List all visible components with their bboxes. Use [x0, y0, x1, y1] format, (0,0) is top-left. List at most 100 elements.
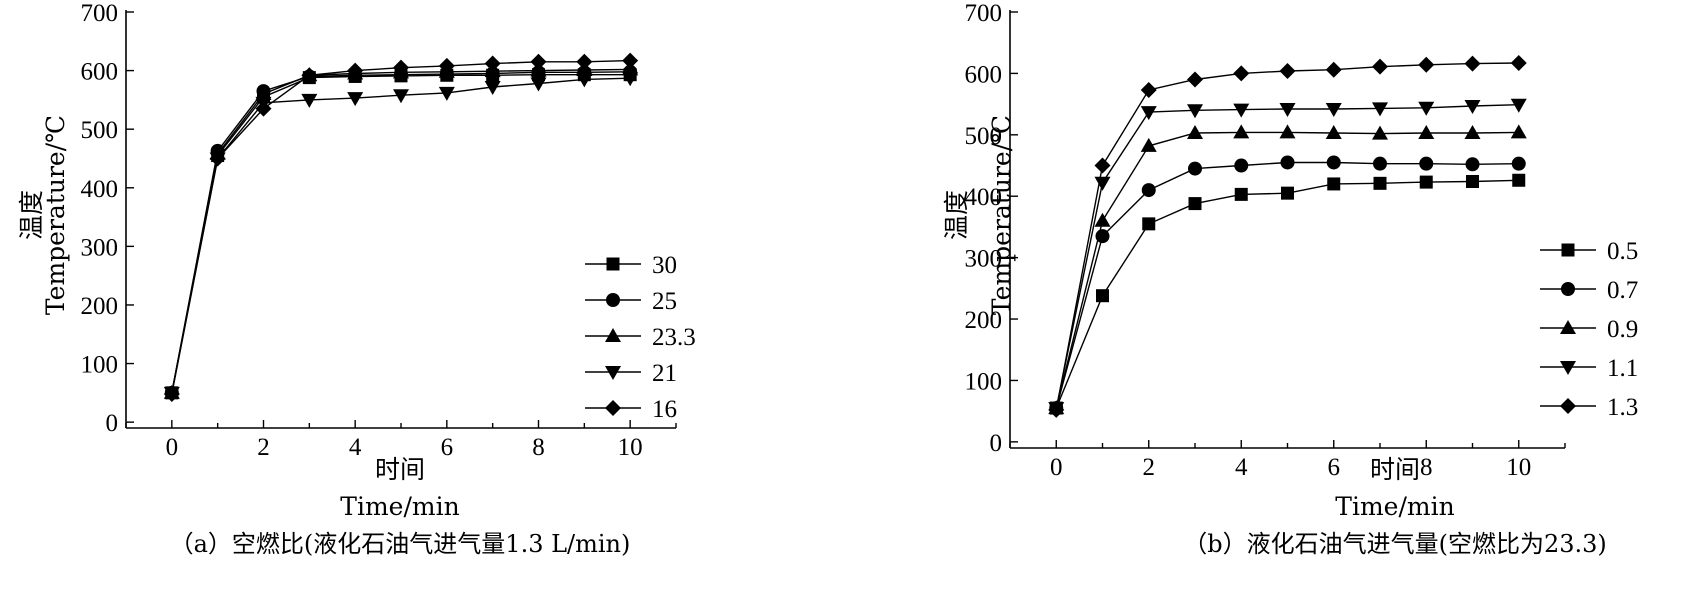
data-point	[1187, 71, 1203, 88]
legend: 30 25 23.3 21 16	[585, 252, 696, 423]
chart-panel-a: 温度 Temperature/℃ 01002003004005006007000…	[17, 0, 696, 558]
x-tick-label: 2	[257, 434, 270, 461]
y-tick-label: 100	[81, 352, 119, 379]
series-16	[163, 52, 639, 403]
legend-label: 30	[652, 252, 677, 279]
data-point	[1279, 124, 1296, 139]
caption-b: （b）液化石油气进气量(空燃比为23.3)	[1183, 530, 1607, 558]
data-point	[438, 86, 455, 101]
legend-item: 1.3	[1540, 394, 1638, 421]
series-1.1	[1048, 98, 1527, 417]
data-point	[347, 62, 364, 79]
legend-marker	[605, 400, 621, 416]
legend-label: 0.7	[1607, 277, 1638, 304]
legend-label: 16	[652, 396, 677, 423]
data-point	[1326, 155, 1341, 170]
x-axis-title-cn: 时间	[1370, 455, 1420, 484]
x-tick-label: 10	[618, 434, 643, 461]
data-point	[530, 53, 547, 70]
legend-label: 0.5	[1607, 238, 1638, 265]
data-point	[1418, 56, 1435, 73]
data-point	[347, 92, 364, 107]
data-point	[1466, 174, 1479, 188]
x-axis-title-en: Time/min	[1335, 492, 1454, 521]
data-point	[1281, 186, 1294, 200]
legend-item: 21	[585, 360, 677, 387]
data-point	[1140, 137, 1157, 152]
plot-area-b: 0 100 200 300 400 500 600 700 0 2 4 6 8 10 0.5 0.7 0.9 1.…	[965, 0, 1639, 481]
data-point	[530, 77, 547, 92]
series-line	[1055, 131, 1519, 409]
x-tick-label: 4	[1235, 454, 1248, 481]
y-tick-label: 600	[965, 61, 1003, 88]
data-point	[622, 52, 639, 69]
x-tick-label: 0	[1050, 454, 1063, 481]
data-point	[1418, 124, 1435, 139]
data-point	[1048, 401, 1065, 418]
y-axis-title-cn: 温度	[942, 190, 971, 240]
y-axis-title-cn: 温度	[17, 190, 46, 240]
series-line	[1055, 104, 1519, 409]
legend-item: 0.5	[1540, 238, 1638, 265]
y-tick-label: 300	[965, 246, 1003, 273]
series-1.3	[1048, 54, 1527, 418]
y-axis-title-en: Temperature/℃	[41, 115, 70, 315]
x-tick-label: 10	[1506, 454, 1531, 481]
legend-item: 0.7	[1540, 277, 1638, 304]
data-point	[301, 67, 318, 84]
legend-item: 25	[585, 288, 677, 315]
data-point	[393, 89, 409, 104]
legend-marker	[606, 257, 620, 271]
legend-item: 0.9	[1540, 316, 1638, 343]
data-point	[1511, 156, 1526, 171]
y-axis-title-a: 温度 Temperature/℃	[17, 115, 70, 315]
series-line	[171, 68, 631, 393]
data-point	[576, 53, 593, 70]
data-point	[1464, 55, 1481, 72]
data-point	[1096, 289, 1109, 303]
series-30	[165, 68, 637, 400]
legend-marker	[1561, 243, 1575, 257]
data-point	[209, 150, 226, 167]
legend-marker	[1560, 361, 1576, 375]
data-point	[1279, 103, 1296, 118]
legend-label: 1.3	[1607, 394, 1638, 421]
legend-label: 23.3	[652, 324, 696, 351]
data-point	[1234, 187, 1248, 201]
data-point	[1187, 124, 1203, 139]
y-tick-label: 400	[81, 176, 119, 203]
data-point	[1280, 155, 1295, 170]
data-point	[1279, 62, 1296, 79]
legend-label: 25	[652, 288, 677, 315]
y-tick-label: 200	[81, 293, 119, 320]
data-point	[1233, 124, 1250, 139]
data-point	[1188, 197, 1202, 211]
data-point	[1140, 81, 1157, 98]
series-line	[171, 71, 631, 393]
data-point	[1419, 175, 1433, 189]
data-point	[1373, 156, 1387, 171]
y-tick-label: 300	[81, 234, 119, 261]
data-point	[1464, 124, 1481, 139]
plot-area-a: 0 100 200 300 400 500 600 700 0 2 4 6 8 10 30 25 23.3 21 1…	[81, 0, 696, 461]
legend-label: 1.1	[1607, 355, 1638, 382]
y-tick-label: 0	[990, 430, 1003, 457]
data-point	[393, 59, 409, 76]
series-0.7	[1049, 155, 1526, 416]
series-21	[163, 72, 639, 401]
x-tick-label: 8	[1420, 454, 1433, 481]
data-point	[1372, 102, 1388, 117]
x-tick-label: 4	[349, 434, 362, 461]
legend-marker	[605, 366, 621, 380]
y-tick-label: 200	[965, 307, 1003, 334]
data-point	[438, 57, 455, 74]
legend-item: 16	[585, 396, 677, 423]
data-point	[1233, 65, 1250, 82]
data-point	[1094, 157, 1111, 174]
legend-marker	[606, 293, 620, 307]
data-point	[1142, 217, 1156, 231]
legend-item: 30	[585, 252, 677, 279]
series-25	[164, 64, 638, 400]
y-axis-title-b: 温度 Temperature/℃	[942, 115, 1016, 315]
series-0.9	[1048, 124, 1527, 415]
